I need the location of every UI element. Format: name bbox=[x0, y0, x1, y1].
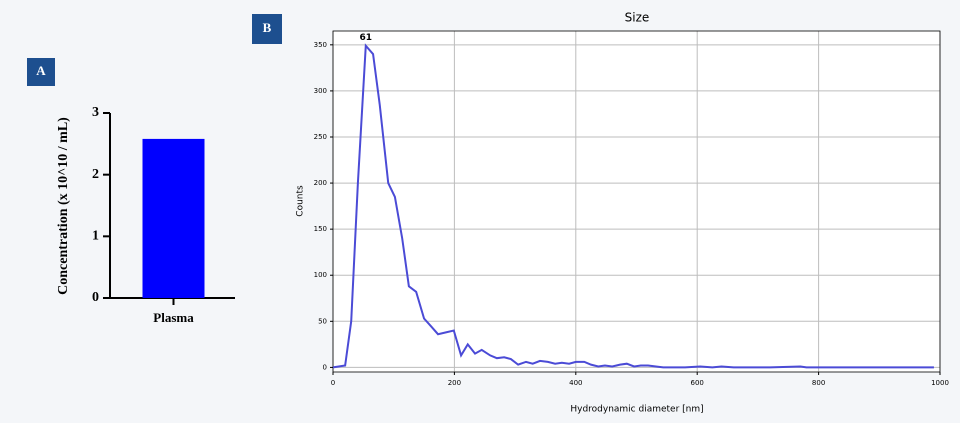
y-axis-title: Counts bbox=[296, 185, 306, 217]
y-tick-label: 0 bbox=[92, 290, 99, 305]
panel-label: A bbox=[36, 63, 46, 78]
x-tick-label: 800 bbox=[812, 379, 825, 387]
y-axis-title: Concentration (x 10^10 / mL) bbox=[56, 117, 71, 295]
panel-badge bbox=[252, 14, 282, 44]
plot-frame bbox=[332, 30, 941, 373]
x-tick-label: 400 bbox=[569, 379, 582, 387]
annotation: 61 bbox=[360, 33, 373, 43]
chart-title: Size bbox=[625, 11, 650, 25]
x-tick-label: 1000 bbox=[931, 379, 949, 387]
plot-area bbox=[333, 31, 940, 372]
x-tick-label: 200 bbox=[448, 379, 461, 387]
panel-badge bbox=[27, 58, 55, 86]
y-tick-label: 100 bbox=[314, 271, 327, 279]
x-axis-title: Hydrodynamic diameter [nm] bbox=[570, 405, 703, 415]
y-tick-label: 1 bbox=[92, 229, 99, 244]
y-tick-label: 50 bbox=[318, 317, 327, 325]
bar bbox=[142, 138, 205, 298]
x-tick-label: 0 bbox=[331, 379, 335, 387]
y-tick-label: 0 bbox=[323, 363, 327, 371]
y-tick-label: 300 bbox=[314, 87, 327, 95]
line-series bbox=[332, 43, 934, 369]
y-tick-label: 250 bbox=[314, 133, 327, 141]
panel-label: B bbox=[263, 20, 272, 35]
y-tick-label: 150 bbox=[314, 225, 327, 233]
y-tick-label: 200 bbox=[314, 179, 327, 187]
y-tick-label: 3 bbox=[92, 105, 99, 120]
y-tick-label: 350 bbox=[314, 41, 327, 49]
x-tick-label: Plasma bbox=[153, 310, 194, 325]
x-tick-label: 600 bbox=[691, 379, 704, 387]
y-tick-label: 2 bbox=[92, 167, 99, 182]
